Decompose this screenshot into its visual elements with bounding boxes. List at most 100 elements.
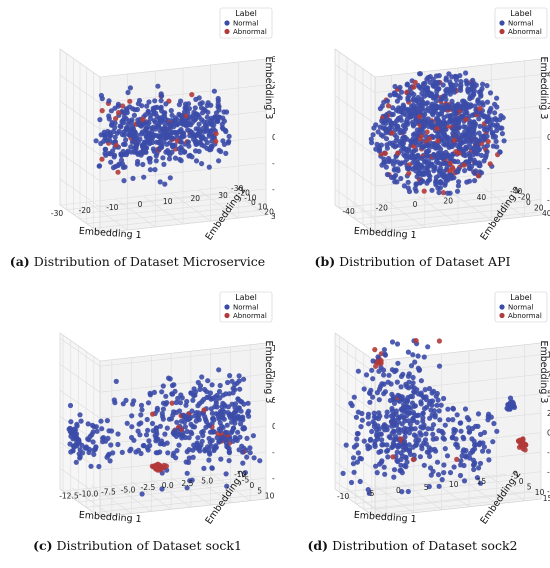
normal-point — [106, 98, 112, 104]
normal-point — [408, 363, 415, 369]
normal-point — [447, 143, 453, 149]
normal-point — [370, 376, 376, 382]
normal-point — [237, 386, 243, 392]
normal-point — [429, 161, 435, 167]
normal-point — [155, 139, 162, 146]
normal-point — [470, 128, 476, 135]
legend-entry-normal: Normal — [233, 304, 258, 312]
normal-point — [223, 150, 229, 156]
normal-point — [424, 160, 430, 166]
grid-y — [355, 485, 522, 504]
normal-point — [354, 459, 360, 465]
normal-point — [405, 488, 411, 495]
x-tick-label: 0 — [396, 486, 401, 495]
normal-point — [427, 173, 433, 179]
normal-point — [162, 431, 168, 437]
normal-point — [402, 425, 408, 431]
normal-point — [209, 382, 215, 388]
normal-point — [406, 418, 412, 424]
normal-point — [236, 373, 242, 379]
normal-point — [388, 381, 394, 387]
normal-point — [391, 474, 397, 480]
grid-z — [59, 204, 101, 234]
normal-point — [441, 462, 447, 468]
normal-point — [405, 179, 411, 185]
normal-point — [112, 125, 118, 131]
normal-point — [247, 445, 253, 451]
normal-point — [433, 145, 439, 151]
normal-point — [484, 128, 490, 134]
y-tick-label: -20 — [238, 189, 250, 198]
normal-point — [218, 456, 224, 462]
caption-b: (b) Distribution of Dataset API — [275, 254, 550, 269]
normal-point — [138, 152, 144, 158]
normal-point — [168, 108, 174, 114]
normal-point — [384, 409, 390, 415]
normal-point — [493, 117, 500, 123]
normal-point — [196, 121, 202, 127]
normal-point — [382, 389, 388, 395]
normal-point — [447, 113, 453, 119]
normal-point — [426, 148, 432, 154]
abnormal-point — [372, 347, 378, 353]
grid-z — [374, 354, 542, 373]
normal-point — [484, 149, 490, 155]
normal-point — [145, 109, 151, 115]
grid-z — [99, 58, 267, 78]
normal-point — [391, 174, 397, 180]
normal-point — [406, 447, 413, 453]
normal-point — [141, 146, 147, 152]
normal-point — [412, 139, 418, 146]
legend-box — [219, 7, 273, 39]
grid-z — [334, 363, 376, 393]
normal-point — [136, 97, 143, 104]
normal-point — [401, 441, 407, 448]
normal-point — [199, 374, 205, 380]
normal-point — [374, 470, 380, 476]
normal-point — [152, 167, 158, 173]
x-tick-label: -2.5 — [141, 483, 156, 492]
normal-point — [238, 421, 244, 427]
normal-point — [460, 113, 466, 119]
grid-y — [79, 200, 247, 220]
normal-point — [434, 459, 441, 465]
normal-point — [178, 139, 184, 145]
normal-point — [176, 408, 183, 414]
normal-point — [384, 142, 390, 148]
normal-point — [434, 402, 440, 408]
normal-point — [107, 458, 113, 464]
normal-point — [450, 406, 456, 412]
normal-point — [182, 424, 188, 430]
normal-point — [206, 394, 212, 400]
normal-point — [455, 183, 461, 189]
normal-point — [359, 417, 365, 423]
normal-point — [102, 150, 108, 156]
normal-point — [178, 134, 184, 141]
normal-point — [478, 92, 484, 98]
normal-point — [458, 82, 464, 88]
normal-point — [425, 426, 431, 432]
normal-point — [244, 454, 250, 460]
normal-point — [480, 81, 486, 87]
normal-point — [379, 458, 385, 464]
normal-point — [68, 419, 74, 425]
normal-point — [189, 119, 195, 125]
normal-point — [433, 436, 439, 442]
normal-point — [199, 100, 205, 106]
normal-point — [412, 359, 418, 365]
normal-point — [414, 440, 420, 446]
normal-point — [350, 455, 357, 461]
normal-point — [448, 81, 454, 87]
normal-point — [200, 428, 206, 434]
normal-point — [178, 418, 184, 424]
caption-text: Distribution of Dataset sock1 — [56, 538, 242, 553]
z-tick-label: -2.5 — [547, 448, 550, 457]
normal-point — [499, 131, 505, 137]
normal-point — [445, 406, 451, 412]
normal-point — [378, 142, 384, 148]
normal-point — [393, 436, 399, 442]
normal-point — [153, 158, 159, 164]
normal-point — [490, 122, 496, 128]
